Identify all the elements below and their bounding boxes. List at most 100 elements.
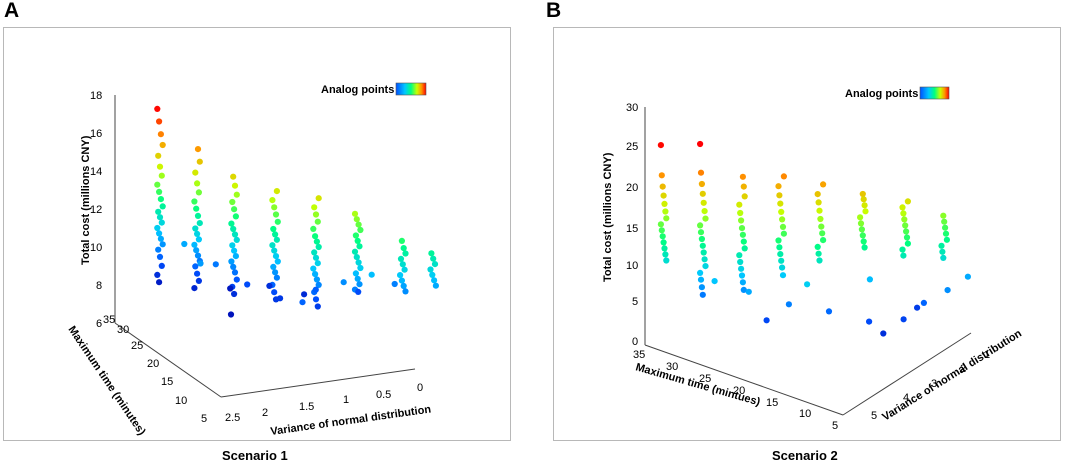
data-point	[738, 225, 746, 232]
data-point	[825, 308, 833, 315]
data-point	[662, 208, 669, 215]
data-point	[776, 244, 783, 251]
data-point	[399, 261, 406, 268]
data-point	[904, 240, 911, 247]
data-point	[658, 227, 665, 234]
data-point	[697, 276, 705, 283]
data-point	[192, 263, 199, 270]
data-point	[804, 281, 811, 288]
data-point	[156, 253, 164, 260]
data-point	[702, 263, 709, 270]
data-point	[196, 220, 203, 227]
data-point	[271, 204, 278, 211]
data-point	[352, 232, 359, 239]
data-point	[816, 257, 823, 264]
data-point	[244, 281, 251, 288]
data-point	[903, 234, 911, 241]
data-point	[227, 311, 235, 318]
data-point	[402, 288, 409, 295]
data-point	[158, 262, 165, 269]
z-tick-label: 16	[90, 128, 102, 140]
data-point	[194, 230, 201, 237]
data-point	[196, 158, 203, 165]
y-tick-label: 20	[733, 385, 745, 397]
data-point	[432, 282, 439, 289]
data-point	[740, 183, 747, 190]
data-point	[159, 241, 166, 248]
legend-label: Analog points	[845, 88, 918, 100]
x-tick-label: 1	[343, 394, 349, 406]
data-point	[233, 191, 240, 198]
data-point	[357, 226, 364, 234]
data-point	[859, 190, 866, 198]
data-point	[940, 212, 947, 219]
data-point	[711, 278, 718, 285]
data-point	[391, 280, 398, 288]
data-point	[274, 258, 281, 265]
panel-letter-a: A	[4, 0, 20, 22]
data-point	[777, 200, 784, 207]
data-point	[354, 275, 361, 282]
data-point	[964, 273, 971, 280]
data-point	[697, 222, 704, 229]
data-point	[351, 210, 359, 217]
data-point	[156, 214, 164, 221]
data-point	[397, 272, 404, 279]
data-point	[233, 276, 240, 283]
data-point	[273, 236, 280, 243]
y-tick-label: 25	[699, 373, 711, 385]
data-point	[154, 224, 161, 232]
z-tick-label: 6	[96, 318, 102, 330]
data-point	[273, 188, 280, 195]
data-point	[156, 230, 163, 237]
chart-frame-a	[3, 27, 511, 441]
data-point	[352, 270, 359, 277]
data-point	[155, 246, 162, 253]
z-tick-label: 25	[626, 141, 638, 153]
data-point	[741, 193, 748, 200]
data-point	[780, 230, 787, 237]
data-point	[402, 250, 409, 257]
data-point	[701, 208, 708, 215]
data-point	[315, 195, 322, 202]
data-point	[340, 279, 347, 286]
data-point	[938, 242, 945, 249]
data-point	[904, 198, 911, 205]
data-point	[230, 263, 237, 270]
data-point	[817, 215, 824, 223]
chart-scenario-1: 6 8 10 12 14 16 18 5 10 15 20 25 30 35 2…	[66, 82, 439, 438]
data-point	[699, 242, 706, 249]
data-point	[401, 266, 408, 273]
data-point	[314, 260, 321, 267]
data-point	[860, 238, 867, 245]
data-point	[269, 242, 276, 249]
data-point	[427, 266, 434, 273]
z-tick-label: 10	[90, 242, 102, 254]
data-point	[351, 248, 359, 255]
data-point	[901, 216, 908, 223]
data-point	[816, 207, 823, 214]
data-point	[191, 285, 198, 292]
data-point	[431, 261, 439, 268]
caption-scenario-2: Scenario 2	[772, 448, 838, 463]
chart-scenario-2: 0 5 10 15 20 25 30 35 30 25 20 15 10 5 5…	[602, 86, 1024, 432]
data-point	[880, 330, 887, 337]
data-point	[356, 281, 363, 288]
data-point	[181, 240, 188, 248]
data-point	[902, 222, 909, 229]
data-point	[819, 230, 826, 237]
data-point	[775, 183, 782, 190]
data-point	[400, 245, 407, 252]
data-point	[738, 217, 745, 224]
z-axis-label: Total cost (millions CNY)	[80, 135, 92, 265]
data-point	[943, 236, 950, 243]
data-point	[194, 270, 201, 277]
data-point	[154, 105, 161, 112]
data-point	[736, 252, 743, 259]
data-point	[814, 191, 821, 198]
data-point	[312, 233, 319, 240]
data-point	[156, 188, 163, 195]
data-point	[900, 210, 907, 217]
data-point	[398, 237, 405, 244]
data-point	[914, 304, 921, 311]
